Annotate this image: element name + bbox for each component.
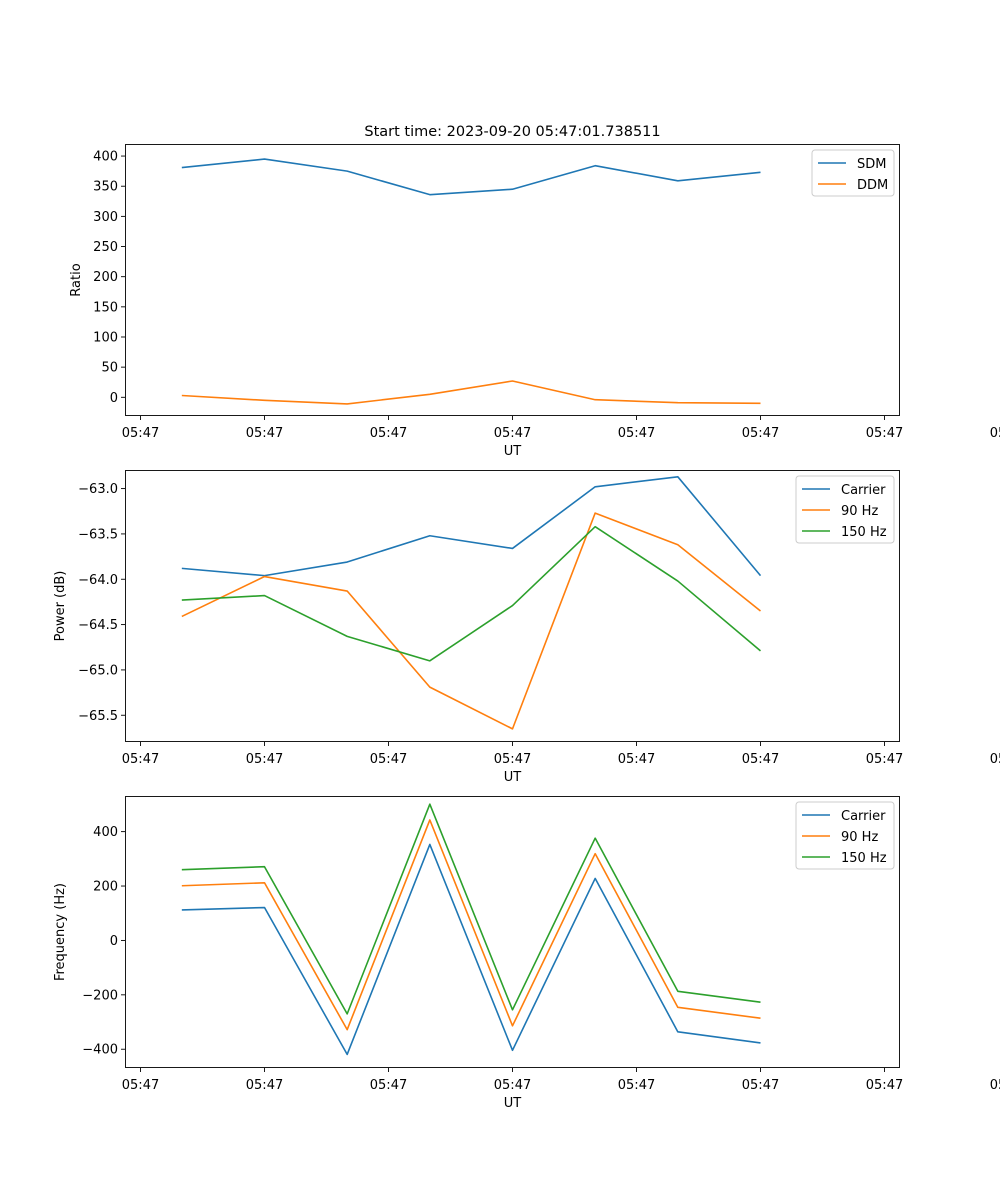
chart3-legend-label: 90 Hz	[841, 830, 878, 845]
chart3-legend-label: Carrier	[841, 809, 886, 824]
chart2-y-tick-label: −65.0	[78, 663, 118, 678]
chart2-x-axis-label: UT	[504, 770, 522, 785]
chart3-legend-box	[795, 801, 895, 870]
chart1-y-axis-label: Ratio	[69, 263, 84, 296]
chart-panel-2: −65.5 −65.0 −64.5 −64.0 −63.5 −63.0 05:47 05:47…	[53, 470, 1000, 785]
chart2-y-tick-label: −65.5	[78, 709, 118, 724]
chart2-x-tick-label: 05:47	[618, 752, 655, 767]
chart1-series-ddm-line	[181, 380, 761, 405]
chart3-y-tick-label: 200	[93, 880, 118, 895]
chart3-y-axis-label: Frequency (Hz)	[53, 883, 68, 981]
chart2-legend: Carrier 90 Hz 150 Hz	[795, 475, 895, 544]
chart2-legend-box	[795, 475, 895, 544]
chart2-series-carrier-line	[181, 475, 762, 577]
chart1-x-axis-label: UT	[504, 444, 522, 459]
chart3-y-tick-label: 400	[93, 825, 118, 840]
chart3-x-tick-label: 05:47	[742, 1078, 779, 1093]
chart1-x-tick-label: 05:47	[370, 426, 407, 441]
chart1-y-tick-label: 50	[101, 361, 118, 376]
chart1-x-tick-label: 05:47	[866, 426, 903, 441]
chart3-x-tick-label: 05:47	[618, 1078, 655, 1093]
chart1-y-tick-label: 300	[93, 210, 118, 225]
chart1-x-tick-label: 05:47	[494, 426, 531, 441]
chart2-y-tick-label: −63.0	[78, 482, 118, 497]
chart2-x-tick-label: 05:47	[742, 752, 779, 767]
figure-title: Start time: 2023-09-20 05:47:01.738511	[364, 124, 660, 140]
chart1-x-tick-label: 05:47	[618, 426, 655, 441]
chart1-y-tick-label: 250	[93, 240, 118, 255]
chart3-x-tick-label: 05:47	[246, 1078, 283, 1093]
chart2-x-tick-label: 05:47	[122, 752, 159, 767]
chart2-x-tick-label: 05:48	[990, 752, 1000, 767]
chart3-y-tick-label: −400	[82, 1043, 118, 1058]
chart3-x-tick-label: 05:48	[990, 1078, 1000, 1093]
chart2-y-axis-label: Power (dB)	[53, 571, 68, 642]
chart2-x-tick-label: 05:47	[866, 752, 903, 767]
chart3-x-tick-label: 05:47	[494, 1078, 531, 1093]
chart1-legend-label: SDM	[857, 157, 886, 172]
chart2-legend-label: 150 Hz	[841, 525, 887, 540]
chart2-series-150-hz-line	[181, 525, 762, 662]
chart-panel-3: −400 −200 0 200 400 05:47 05:47 05:47 05:47 05:47…	[53, 796, 1000, 1111]
chart1-y-tick-label: 400	[93, 150, 118, 165]
chart1-series-sdm-line	[181, 158, 761, 196]
chart1-y-tick-label: 100	[93, 330, 118, 345]
chart2-axes-frame	[125, 470, 900, 742]
chart1-y-tick-label: 0	[110, 391, 118, 406]
chart-panel-1: 0 50 100 150 200 250 300 350 400 05:47 05:47 05:47 0…	[69, 144, 1000, 459]
chart3-legend: Carrier 90 Hz 150 Hz	[795, 801, 895, 870]
chart2-x-tick-label: 05:47	[370, 752, 407, 767]
chart1-legend-label: DDM	[857, 178, 888, 193]
chart1-x-tick-label: 05:47	[246, 426, 283, 441]
chart3-legend-label: 150 Hz	[841, 851, 887, 866]
chart3-x-tick-label: 05:47	[370, 1078, 407, 1093]
chart2-legend-label: 90 Hz	[841, 504, 878, 519]
chart2-legend-label: Carrier	[841, 483, 886, 498]
chart2-y-tick-label: −64.0	[78, 573, 118, 588]
chart1-y-tick-label: 350	[93, 180, 118, 195]
chart3-series-90-hz-line	[181, 819, 761, 1031]
chart1-y-tick-label: 150	[93, 300, 118, 315]
chart2-x-tick-label: 05:47	[246, 752, 283, 767]
chart2-series-90-hz-line	[181, 512, 762, 730]
chart1-legend: SDM DDM	[811, 149, 895, 197]
chart3-x-tick-label: 05:47	[866, 1078, 903, 1093]
chart1-x-tick-label: 05:47	[742, 426, 779, 441]
chart1-y-tick-label: 200	[93, 270, 118, 285]
chart3-axes-frame	[125, 796, 900, 1068]
chart3-y-tick-label: −200	[82, 988, 118, 1003]
chart2-y-tick-label: −63.5	[78, 527, 118, 542]
chart3-x-tick-label: 05:47	[122, 1078, 159, 1093]
chart3-series-150-hz-line	[181, 803, 761, 1015]
chart2-x-tick-label: 05:47	[494, 752, 531, 767]
chart1-axes-frame	[125, 144, 900, 416]
chart3-x-axis-label: UT	[504, 1096, 522, 1111]
chart1-x-tick-label: 05:48	[990, 426, 1000, 441]
chart1-x-tick-label: 05:47	[122, 426, 159, 441]
chart2-y-tick-label: −64.5	[78, 618, 118, 633]
chart3-y-tick-label: 0	[110, 934, 118, 949]
chart3-series-carrier-line	[181, 843, 761, 1056]
